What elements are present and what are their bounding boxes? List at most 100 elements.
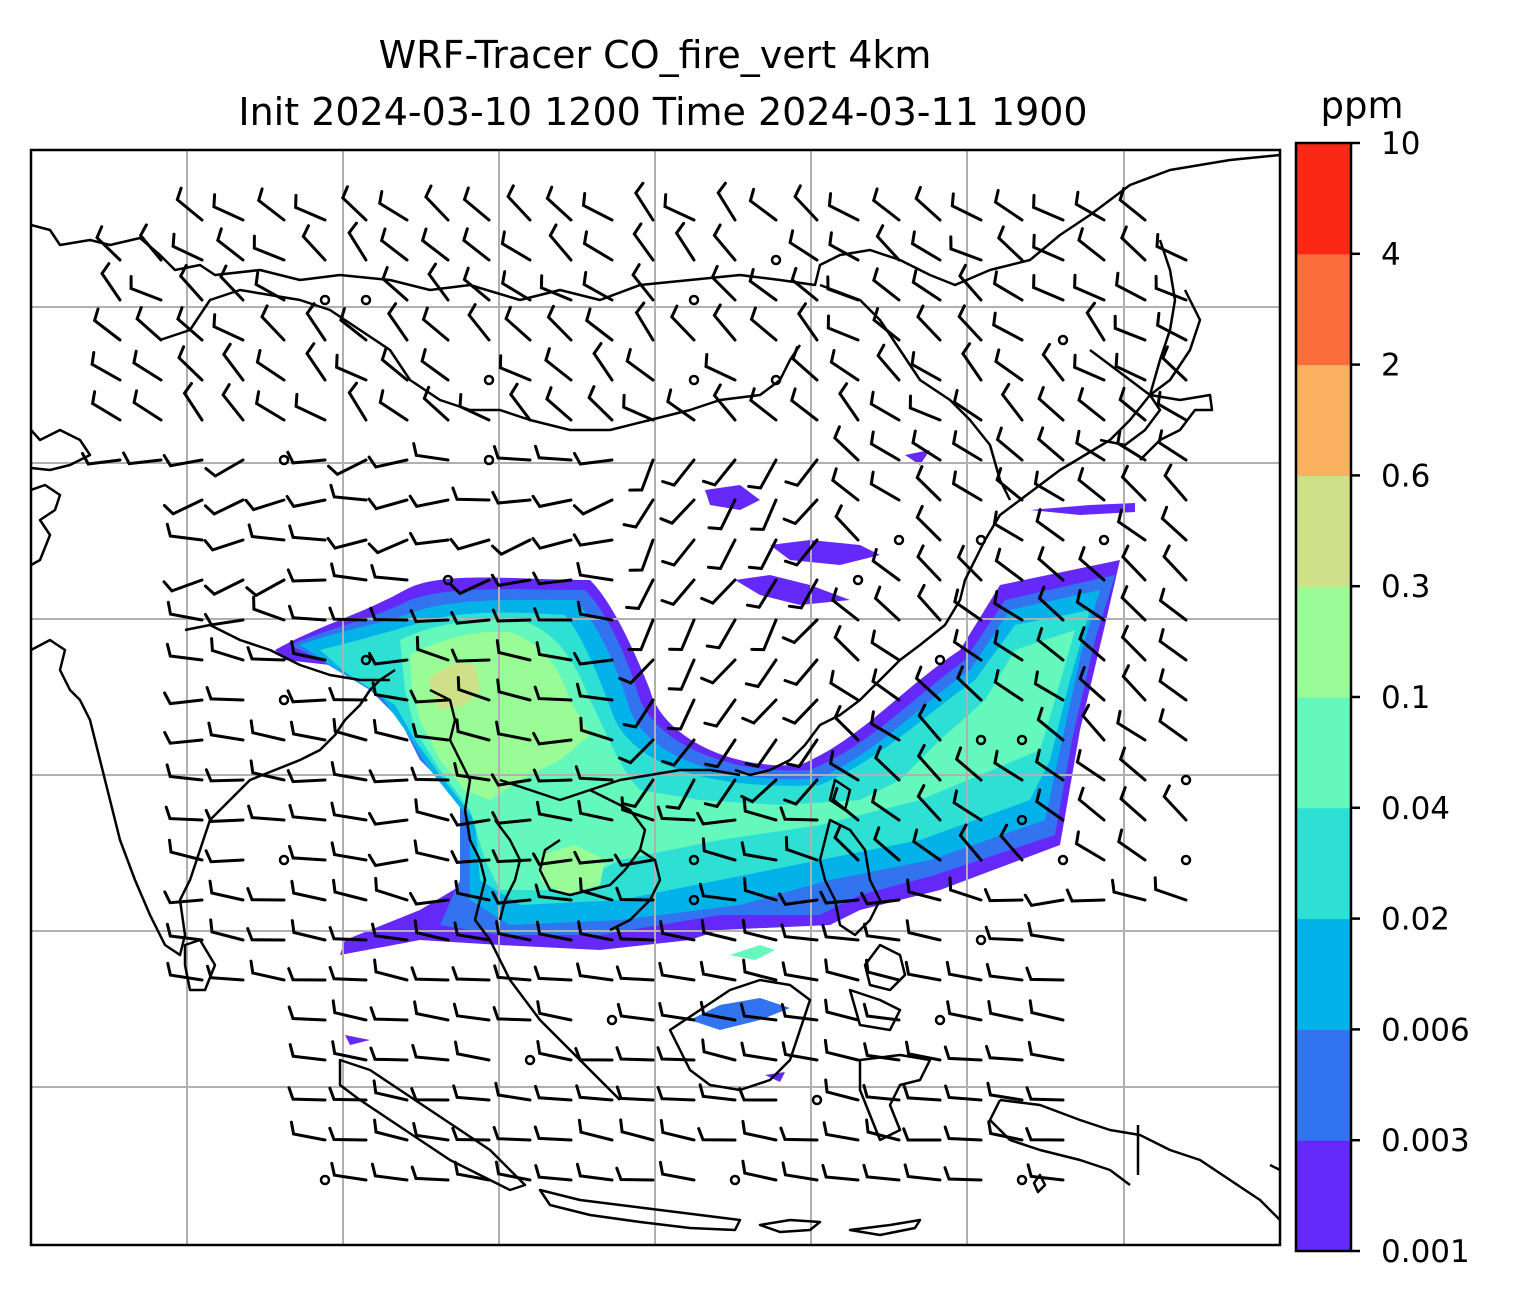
wind-barb	[661, 458, 696, 487]
wind-barb	[944, 1084, 983, 1102]
wind-barb	[860, 891, 901, 906]
wind-barb	[454, 1040, 491, 1062]
wind-barb	[462, 266, 491, 302]
wind-barb	[587, 385, 614, 422]
wind-barb	[656, 1085, 696, 1102]
wind-barb	[1156, 390, 1188, 422]
wind-barb	[870, 629, 901, 662]
wind-barb	[618, 738, 655, 765]
wind-barb	[548, 223, 573, 262]
wind-barb	[831, 467, 860, 502]
wind-barb	[92, 307, 122, 342]
wind-barb	[427, 262, 450, 302]
wind-barb	[659, 1119, 696, 1142]
wind-barb	[993, 749, 1024, 782]
wind-barb	[618, 658, 655, 685]
wind-barb	[952, 789, 983, 822]
wind-barb	[347, 221, 368, 262]
wind-barb	[369, 1046, 409, 1062]
wind-barb	[500, 270, 532, 302]
wind-barb	[984, 925, 1024, 942]
wind-barb	[290, 919, 327, 942]
wind-barb	[378, 190, 409, 222]
wind-barb	[993, 188, 1024, 222]
wind-barb	[1153, 876, 1188, 902]
wind-barb	[249, 959, 286, 982]
wind-barb	[698, 882, 737, 902]
wind-barb	[616, 1002, 655, 1022]
wind-barb	[581, 192, 614, 222]
wind-barb	[498, 354, 532, 382]
wind-barb	[824, 998, 860, 1022]
wind-barb	[254, 390, 286, 422]
wind-barb	[952, 628, 983, 662]
wind-barb	[1085, 301, 1106, 342]
wind-barb	[1037, 546, 1065, 582]
wind-barb	[994, 547, 1024, 582]
wind-barb	[247, 804, 286, 822]
wind-barb	[203, 498, 245, 516]
wind-barb	[339, 307, 368, 342]
calm-wind-marker	[360, 654, 372, 666]
wind-barb	[330, 562, 368, 582]
wind-barb	[1081, 703, 1106, 742]
colorbar-segment	[1296, 475, 1351, 587]
colorbar-tick-label: 0.04	[1381, 791, 1450, 827]
wind-barb	[912, 828, 942, 862]
wind-barb	[698, 1083, 737, 1102]
wind-barb	[961, 342, 983, 382]
wind-barb	[781, 1161, 819, 1182]
wind-barb	[412, 1122, 450, 1142]
wind-barb	[575, 1162, 614, 1182]
wind-barb	[533, 607, 573, 622]
wind-barb	[421, 306, 450, 342]
wind-barb	[740, 841, 778, 862]
wind-barb	[1028, 999, 1065, 1022]
wind-barb	[249, 719, 286, 742]
wind-barb	[871, 548, 901, 582]
wind-barb	[452, 1084, 491, 1102]
colorbar-unit: ppm	[1320, 84, 1403, 127]
wind-barb	[450, 610, 491, 625]
wind-barb	[1157, 429, 1188, 462]
wind-barb	[374, 876, 409, 902]
calm-wind-marker	[278, 854, 290, 866]
wind-barb	[789, 387, 819, 422]
wind-barb	[135, 306, 163, 342]
figure-title-line2: Init 2024-03-10 1200 Time 2024-03-11 190…	[238, 90, 1087, 134]
wind-barb	[701, 1038, 737, 1062]
wind-barb	[370, 564, 409, 582]
wind-barb	[412, 442, 450, 462]
wind-barb	[162, 454, 204, 468]
wind-barb	[951, 430, 983, 462]
colorbar: 0.001 0.003 0.006 0.02 0.04 0.1 0.3 0.6 2 4 10	[1294, 126, 1470, 1270]
wind-barb	[410, 766, 450, 782]
wind-barb	[831, 587, 860, 622]
wind-barb	[1033, 470, 1065, 502]
wind-barb	[490, 773, 532, 787]
wind-barb	[997, 225, 1024, 262]
wind-barb	[916, 784, 942, 822]
wind-barb	[301, 224, 327, 262]
wind-barb	[1034, 748, 1065, 782]
wind-barb	[903, 1163, 942, 1182]
wind-barb	[380, 346, 409, 382]
wind-barb	[305, 302, 327, 342]
wind-barb	[579, 716, 614, 742]
wind-barb	[176, 306, 204, 342]
wind-barb	[666, 388, 696, 422]
wind-barb	[865, 1118, 901, 1142]
wind-barb	[1033, 670, 1065, 702]
colorbar-tick-label: 0.003	[1381, 1123, 1470, 1159]
wind-barb	[943, 1125, 983, 1142]
wind-barb	[948, 876, 983, 902]
wind-barb	[1073, 273, 1106, 302]
wind-barb	[162, 498, 204, 516]
wind-barb	[246, 646, 286, 662]
wind-barb	[787, 578, 819, 610]
calm-wind-marker	[278, 454, 290, 466]
wind-barb	[873, 826, 901, 862]
wind-barb	[246, 927, 286, 942]
wind-barb	[627, 618, 655, 652]
colorbar-segment	[1296, 1140, 1351, 1252]
